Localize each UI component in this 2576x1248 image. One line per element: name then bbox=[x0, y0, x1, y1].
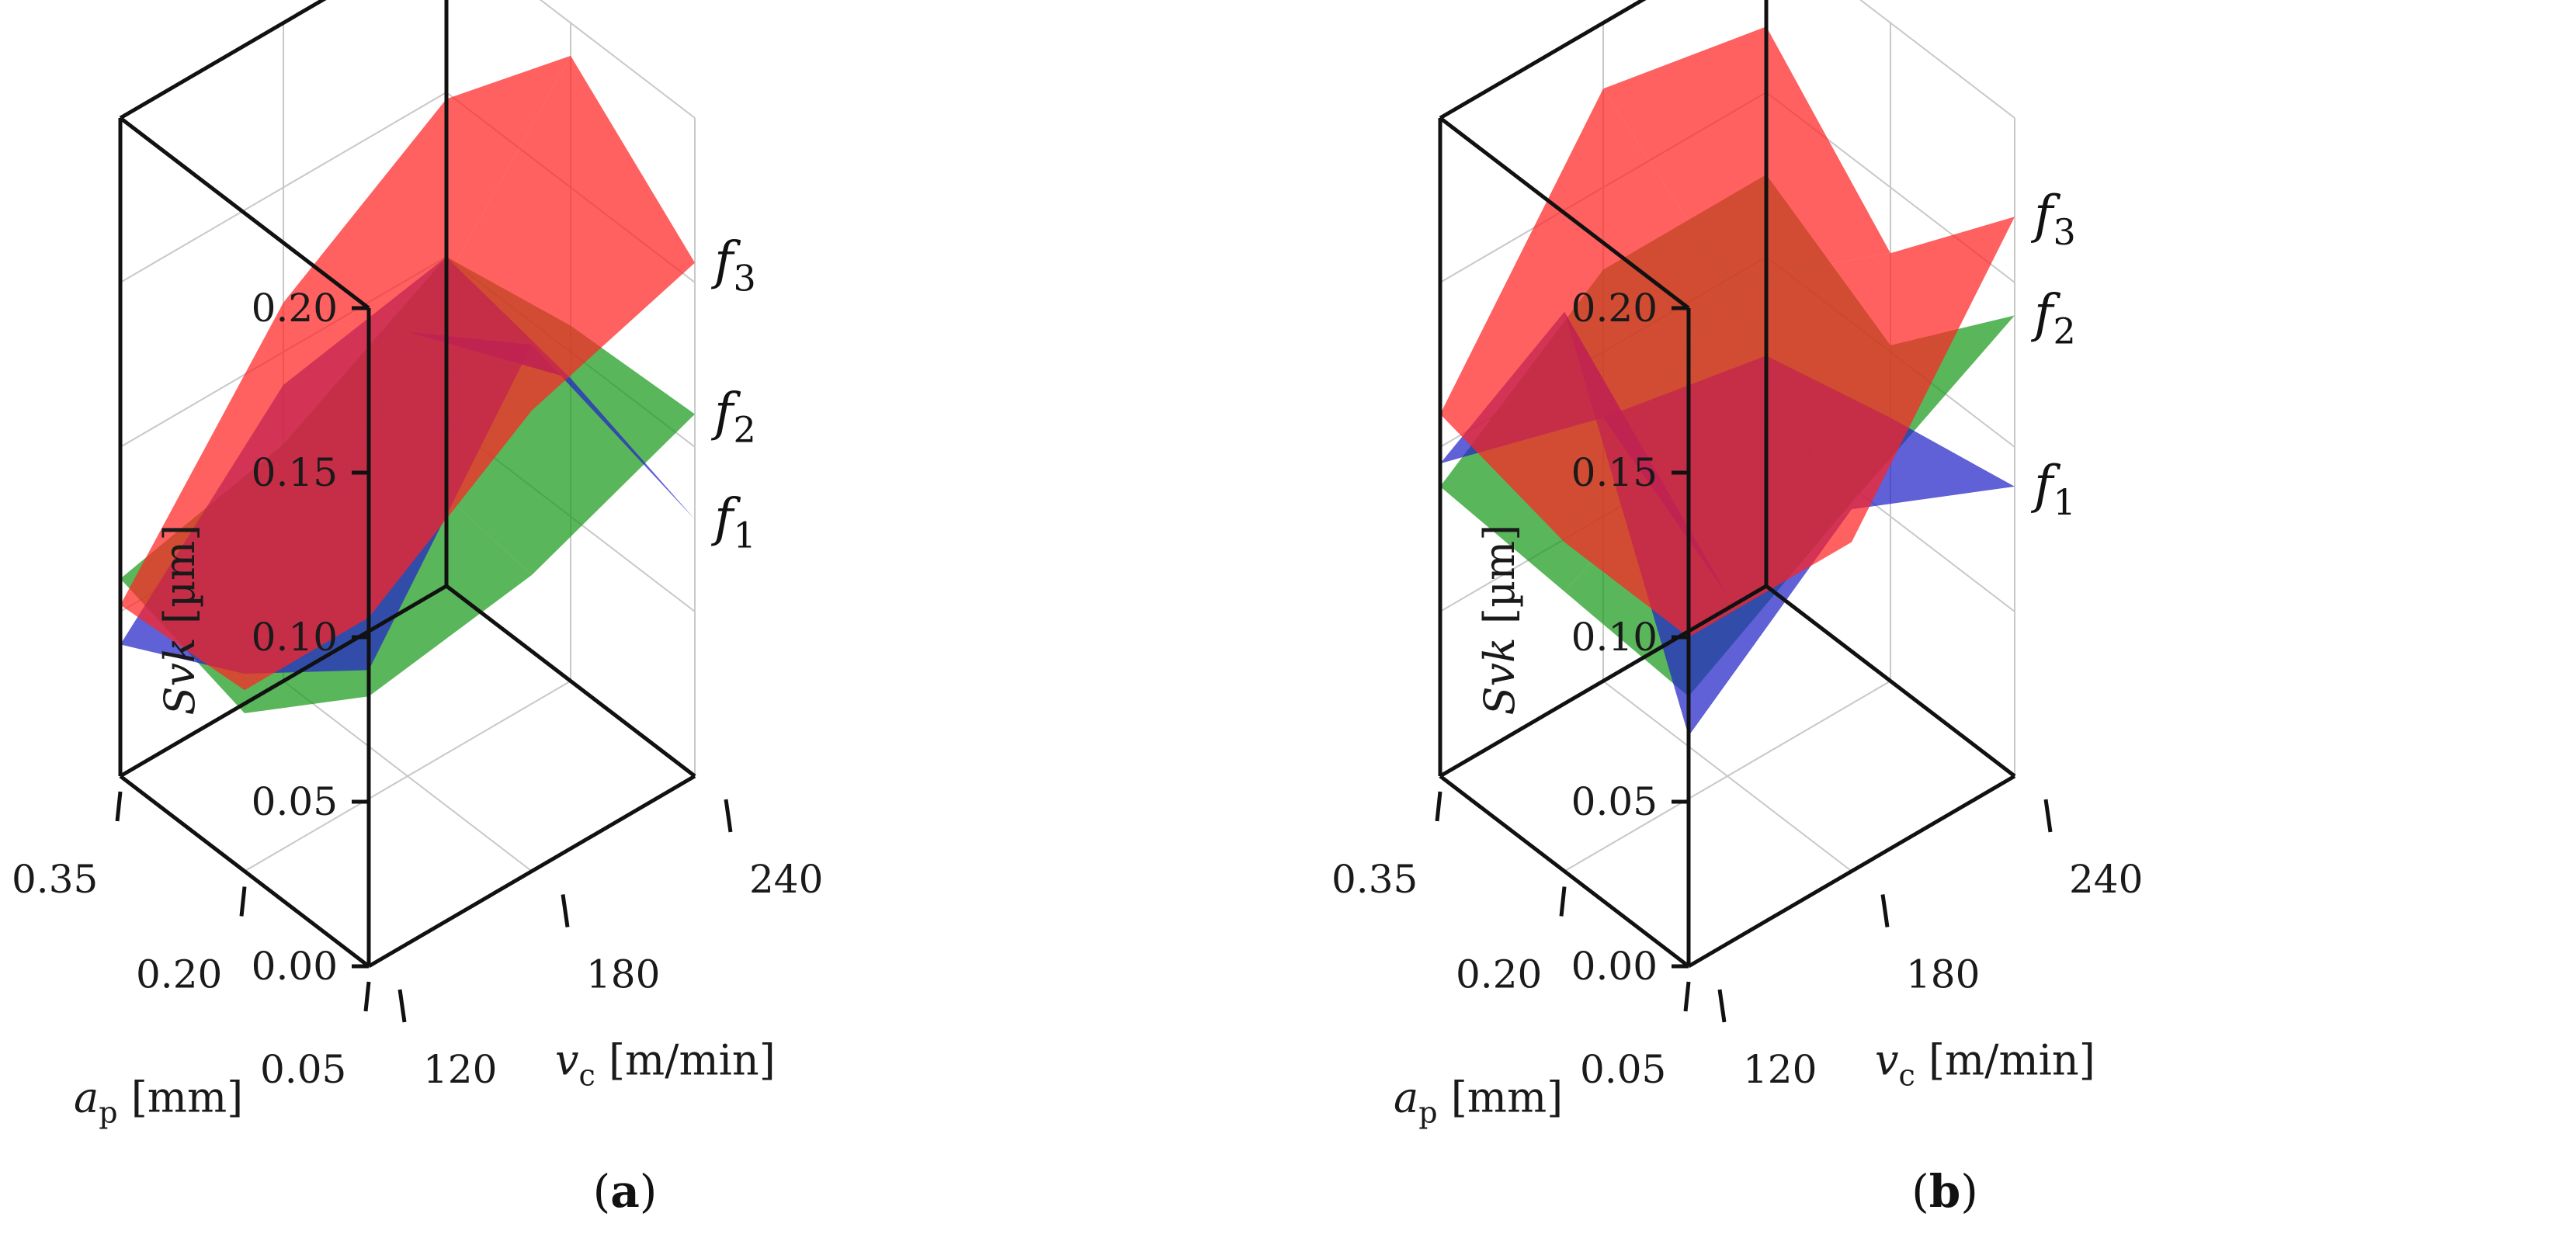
surface-f3-patch bbox=[1603, 26, 1890, 283]
x-tick-label: 0.20 bbox=[136, 952, 222, 997]
y-tick bbox=[561, 894, 570, 927]
series-label-f2: f2 bbox=[710, 383, 756, 451]
x-tick-label: 0.20 bbox=[1456, 952, 1542, 997]
x-tick bbox=[1683, 981, 1691, 1012]
surface-f3-patch bbox=[1440, 88, 1727, 543]
z-tick-label: 0.20 bbox=[252, 286, 338, 331]
front-floor-edge-right bbox=[1687, 774, 2016, 969]
panel-label-a: (a) bbox=[593, 1165, 658, 1218]
chart-panel-a: 0.00 0.05 0.10 0.15 0.20 0.05 0.20 0.35 120 180 24… bbox=[12, 0, 823, 1218]
x-tick bbox=[1435, 791, 1442, 822]
series-label-f1: f1 bbox=[710, 487, 756, 556]
surface-f3-patch bbox=[408, 55, 695, 411]
z-axis-title: Svk [µm] bbox=[1475, 525, 1524, 716]
top-edge-back bbox=[119, 0, 327, 120]
y-tick-label: 120 bbox=[1743, 1047, 1817, 1092]
x-tick-label: 0.35 bbox=[12, 857, 98, 902]
x-tick bbox=[239, 886, 247, 917]
z-tick-label: 0.10 bbox=[252, 615, 338, 660]
right-floor-edge bbox=[445, 584, 696, 778]
y-axis-title: vc [m/min] bbox=[1875, 1036, 2095, 1093]
gridline-y-floor bbox=[283, 680, 533, 872]
surface-f3-patch bbox=[283, 55, 571, 348]
y-tick bbox=[398, 989, 407, 1023]
x-tick-label: 0.05 bbox=[260, 1047, 346, 1092]
x-tick bbox=[363, 981, 371, 1012]
x-axis-title: ap [mm] bbox=[1394, 1073, 1563, 1130]
surface-f3 bbox=[120, 55, 695, 691]
x-tick-label: 0.35 bbox=[1331, 857, 1418, 902]
z-tick-label: 0.00 bbox=[252, 944, 338, 989]
surface-f3-patch bbox=[1727, 217, 2015, 543]
surface-f2-patch bbox=[408, 325, 695, 575]
y-axis-title: vc [m/min] bbox=[555, 1036, 776, 1093]
y-tick-label: 120 bbox=[423, 1047, 497, 1092]
y-tick-label: 180 bbox=[1906, 952, 1980, 997]
surface-f3-patch bbox=[120, 302, 408, 691]
y-tick bbox=[2043, 799, 2053, 833]
top-edge-left bbox=[119, 116, 370, 310]
series-label-f2: f2 bbox=[2030, 283, 2076, 352]
z-tick-label: 0.20 bbox=[1571, 286, 1658, 331]
y-tick-label: 180 bbox=[586, 952, 660, 997]
surface-f3-patch bbox=[1564, 283, 1852, 637]
surface-f1-patch bbox=[1564, 311, 1852, 737]
front-floor-edge-left bbox=[1439, 775, 1690, 968]
z-tick-label: 0.15 bbox=[1571, 450, 1658, 495]
surface-f3-patch bbox=[245, 348, 532, 691]
gridline-y-floor bbox=[1602, 680, 1852, 872]
y-tick-label: 240 bbox=[749, 857, 823, 902]
front-floor-edge-right bbox=[367, 774, 696, 969]
surface-f1-patch bbox=[1727, 418, 2015, 595]
right-floor-edge bbox=[1765, 584, 2016, 778]
x-tick bbox=[115, 791, 123, 822]
series-label-f3: f3 bbox=[2030, 185, 2076, 253]
series-label-f3: f3 bbox=[710, 231, 756, 300]
chart-panel-b: 0.00 0.05 0.10 0.15 0.20 0.05 0.20 0.35 120 180 24… bbox=[1331, 0, 2143, 1218]
y-tick bbox=[1717, 989, 1727, 1023]
z-tick-label: 0.10 bbox=[1571, 615, 1658, 660]
y-tick bbox=[724, 799, 733, 833]
z-axis-title: Svk [µm] bbox=[155, 525, 204, 716]
x-tick-label: 0.05 bbox=[1580, 1047, 1666, 1092]
y-tick bbox=[1880, 894, 1890, 927]
top-edge-left bbox=[1439, 116, 1690, 310]
surface-f3 bbox=[1440, 26, 2015, 637]
z-tick-label: 0.05 bbox=[1571, 779, 1658, 824]
z-tick-label: 0.00 bbox=[1571, 944, 1658, 989]
back-floor-edge bbox=[1439, 584, 1768, 778]
top-edge-back bbox=[1439, 0, 1647, 120]
front-floor-edge-left bbox=[119, 775, 370, 968]
x-axis-title: ap [mm] bbox=[74, 1073, 243, 1130]
x-tick bbox=[1559, 886, 1567, 917]
z-tick-label: 0.05 bbox=[252, 779, 338, 824]
series-label-f1: f1 bbox=[2030, 455, 2076, 523]
panel-label-b: (b) bbox=[1911, 1165, 1978, 1218]
back-floor-edge bbox=[119, 584, 448, 778]
z-tick-label: 0.15 bbox=[252, 450, 338, 495]
y-tick-label: 240 bbox=[2069, 857, 2143, 902]
